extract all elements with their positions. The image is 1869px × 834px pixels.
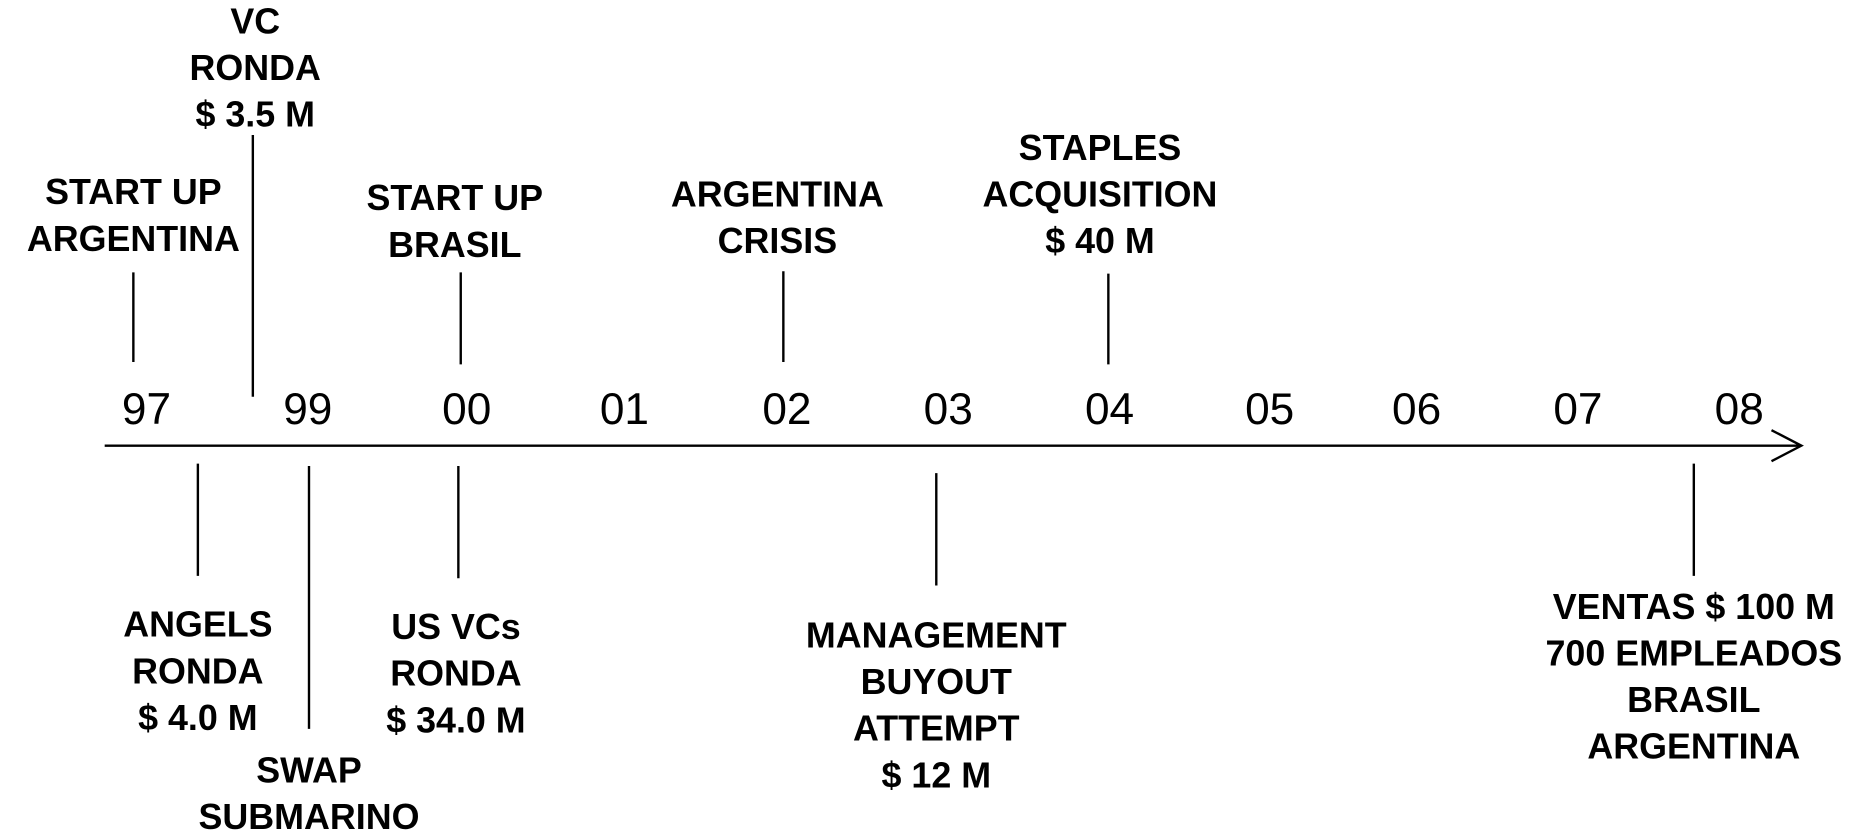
event-label: RONDA [190, 48, 321, 88]
event-label: BRASIL [1627, 680, 1760, 720]
event-label: ATTEMPT [853, 709, 1020, 749]
year-label: 01 [600, 385, 649, 434]
event-label: ARGENTINA [1587, 727, 1800, 767]
event-label: ANGELS [123, 605, 272, 645]
event-label: ACQUISITION [983, 175, 1218, 215]
event-label: START UP [367, 178, 543, 218]
event-label: $ 12 M [882, 755, 992, 795]
year-label: 06 [1392, 385, 1441, 434]
year-label: 07 [1553, 385, 1602, 434]
event-label: ARGENTINA [671, 175, 884, 215]
event-label: VENTAS $ 100 M [1553, 587, 1835, 627]
event-label: BRASIL [388, 225, 521, 265]
page: 97 99 00 01 02 03 04 05 06 07 08 START UP ARGENTINA V… [0, 0, 1869, 834]
event-label: VC [230, 1, 280, 41]
timeline: 97 99 00 01 02 03 04 05 06 07 08 START UP ARGENTINA V… [0, 0, 1869, 834]
year-label: 99 [283, 385, 332, 434]
event-label: RONDA [132, 651, 263, 691]
event-label: 700 EMPLEADOS [1545, 633, 1842, 673]
event-label: SUBMARINO [199, 797, 420, 834]
event-label: ARGENTINA [27, 219, 240, 259]
event-label: RONDA [390, 654, 521, 694]
event-label: BUYOUT [861, 662, 1012, 702]
event-label: STAPLES [1019, 128, 1182, 168]
year-label: 00 [442, 385, 491, 434]
event-label: SWAP [256, 751, 362, 791]
event-label: $ 34.0 M [386, 700, 525, 740]
year-label: 04 [1085, 385, 1134, 434]
year-label: 08 [1715, 385, 1764, 434]
year-label: 03 [924, 385, 973, 434]
event-label: US VCs [391, 607, 520, 647]
event-label: $ 3.5 M [195, 95, 315, 135]
event-label: START UP [45, 172, 221, 212]
event-label: $ 4.0 M [138, 698, 257, 738]
year-label: 02 [762, 385, 811, 434]
event-label: $ 40 M [1045, 221, 1155, 261]
year-label: 97 [122, 385, 171, 434]
event-label: CRISIS [718, 221, 837, 261]
event-label: MANAGEMENT [806, 616, 1067, 656]
year-label: 05 [1245, 385, 1294, 434]
